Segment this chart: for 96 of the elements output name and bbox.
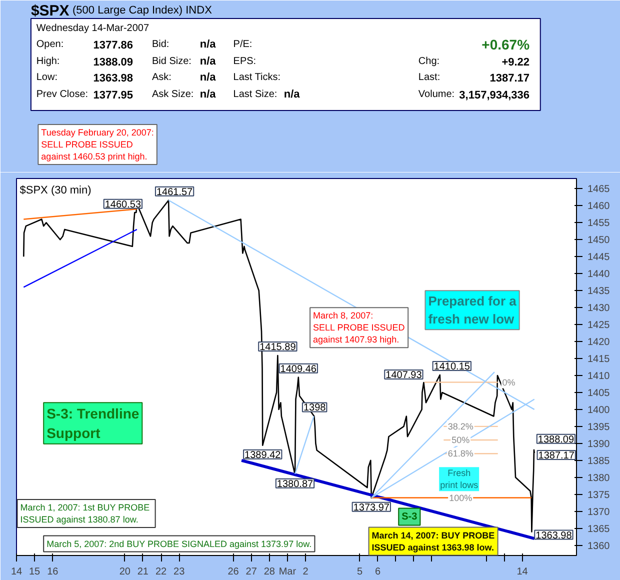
text: Ask Size: [152, 89, 194, 100]
text: 1363.98 [93, 72, 134, 84]
x-tick-label: 28 [264, 566, 276, 578]
annotation: 38.2% [448, 421, 474, 432]
annotation: 1388.09 [538, 434, 574, 446]
annotation: 1398 [303, 402, 326, 414]
x-tick-label: 23 [174, 566, 186, 578]
x-tick-label: 21 [137, 566, 149, 578]
text: 1377.95 [93, 90, 134, 102]
annotation: 1409.46 [280, 364, 317, 375]
text: n/a [200, 88, 217, 100]
annotation: 1363.98 [536, 530, 572, 542]
x-tick-label: 16 [47, 566, 59, 578]
annotation: March 8, 2007: SELL PROBE ISSUED against 1407.93 high. [313, 310, 406, 345]
annotation: 1380.87 [276, 478, 314, 490]
x-tick-label: 2 [302, 566, 309, 578]
text: Last Size: [233, 89, 278, 100]
annotation: 1373.97 [353, 502, 390, 514]
annotation: 1461.57 [156, 186, 194, 198]
chart-subtitle: (500 Large Cap Index) INDX [72, 4, 213, 16]
y-tick-label: 1445 [588, 252, 610, 264]
text: Chg: [418, 56, 440, 67]
annotation: Prepared for a fresh new low [428, 294, 518, 327]
y-tick-label: 1455 [588, 218, 610, 230]
text: Bid Size: [152, 56, 192, 67]
text: Open: [36, 39, 64, 50]
x-tick-label: 22 [155, 566, 168, 578]
text: High: [36, 56, 60, 67]
y-tick-label: 1375 [588, 490, 610, 501]
annotation: 0% [502, 377, 516, 388]
annotation: 100% [449, 492, 472, 503]
y-tick-label: 1400 [588, 404, 610, 416]
text: Volume: [418, 89, 455, 100]
annotation: 61.8% [448, 448, 474, 459]
annotation: 1460.53 [104, 199, 142, 210]
text: Low: [36, 72, 58, 83]
x-tick-label: 14 [516, 566, 528, 578]
annotation: 1389.42 [244, 450, 282, 461]
x-tick-label: 5 [356, 566, 363, 578]
chart-title: $SPX [30, 2, 70, 20]
x-tick-label: Mar [278, 566, 297, 578]
y-tick-label: 1430 [588, 303, 610, 314]
text: Ask: [152, 72, 172, 83]
text: 1387.17 [490, 72, 530, 84]
text: n/a [284, 88, 301, 100]
y-tick-label: 1420 [588, 337, 610, 348]
y-tick-label: 1415 [588, 354, 610, 366]
text: Wednesday 14-Mar-2007 [36, 23, 150, 34]
y-tick-label: 1465 [588, 184, 610, 196]
x-tick-label: 6 [375, 566, 382, 578]
x-tick-label: 26 [228, 566, 240, 578]
y-tick-label: 1435 [588, 286, 610, 298]
text: n/a [200, 38, 217, 50]
annotation: 1387.17 [538, 450, 575, 462]
text: P/E: [233, 39, 252, 50]
y-tick-label: 1440 [588, 269, 610, 280]
text: 3,157,934,336 [459, 90, 530, 102]
text: n/a [200, 56, 217, 68]
annotation: 1415.89 [260, 342, 296, 353]
annotation: March 14, 2007: BUY PROBE ISSUED against 1363.98 low. [372, 530, 495, 552]
annotation: S-3 [402, 511, 418, 522]
x-tick-label: 20 [119, 566, 131, 578]
text: n/a [200, 72, 217, 84]
text: Prev Close: [36, 89, 88, 100]
text: Tuesday February 20, 2007: SELL PROBE ISSUED against 1460.53 print high. [41, 128, 154, 162]
annotation: 50% [452, 435, 470, 446]
x-tick-label: 14 [10, 566, 22, 578]
text: 1388.09 [93, 56, 134, 68]
y-tick-label: 1410 [588, 370, 610, 382]
y-tick-label: 1405 [588, 388, 610, 399]
text: EPS: [233, 56, 256, 67]
annotation: $SPX (30 min) [20, 184, 92, 197]
y-tick-label: 1395 [588, 422, 610, 433]
annotation: Fresh print lows [440, 468, 479, 490]
y-tick-label: 1450 [588, 235, 610, 246]
y-tick-label: 1390 [588, 438, 610, 450]
annotation: 1410.15 [434, 361, 470, 372]
y-tick-label: 1425 [588, 320, 610, 332]
y-tick-label: 1385 [588, 456, 610, 467]
annotation: March 5, 2007: 2nd BUY PROBE SIGNALED against 1373.97 low. [46, 538, 312, 549]
text: +0.67% [482, 36, 530, 52]
text: Last Ticks: [233, 72, 281, 83]
text: Last: [418, 72, 440, 83]
y-tick-label: 1365 [588, 524, 610, 535]
text: +9.22 [502, 56, 530, 68]
x-tick-label: 15 [29, 566, 41, 578]
text: Bid: [152, 39, 170, 50]
annotation: S-3: Trendline Support [46, 406, 140, 441]
text: 1377.86 [93, 40, 134, 52]
annotation: March 1, 2007: 1st BUY PROBE ISSUED against 1380.87 low. [20, 502, 150, 524]
y-tick-label: 1460 [588, 201, 610, 212]
y-tick-label: 1360 [588, 540, 610, 552]
x-tick-label: 27 [246, 566, 258, 578]
annotation: 1407.93 [386, 370, 422, 382]
y-tick-label: 1380 [588, 472, 610, 484]
y-tick-label: 1370 [588, 506, 610, 518]
